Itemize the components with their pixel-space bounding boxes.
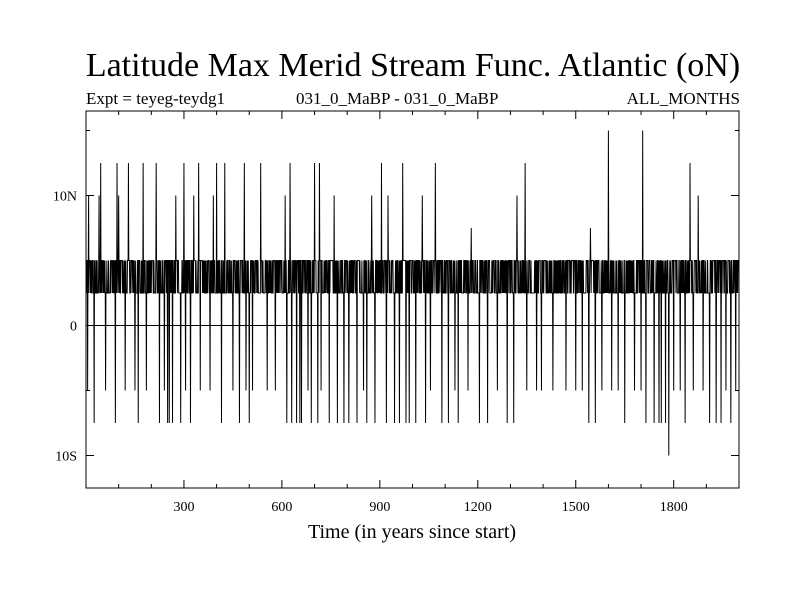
x-tick-label: 1800 — [660, 500, 688, 515]
chart-title: Latitude Max Merid Stream Func. Atlantic… — [85, 47, 741, 84]
x-axis-label: Time (in years since start) — [308, 521, 516, 543]
x-tick-label: 300 — [173, 500, 194, 515]
experiment-label: Expt = teyeg-teydg1 — [86, 89, 225, 108]
months-label: ALL_MONTHS — [626, 89, 740, 108]
y-tick-label: 0 — [70, 320, 77, 335]
series-group — [85, 130, 739, 456]
period-label: 031_0_MaBP - 031_0_MaBP — [296, 89, 499, 108]
series-line — [85, 130, 739, 456]
y-tick-label: 10N — [53, 190, 77, 205]
x-tick-label: 600 — [271, 500, 292, 515]
x-tick-label: 900 — [369, 500, 390, 515]
x-tick-label: 1200 — [464, 500, 492, 515]
axis-group: 300 600 900 1200 1500 1800 10S 0 10N — [53, 111, 739, 515]
x-tick-label: 1500 — [562, 500, 590, 515]
y-tick-label: 10S — [55, 450, 77, 465]
